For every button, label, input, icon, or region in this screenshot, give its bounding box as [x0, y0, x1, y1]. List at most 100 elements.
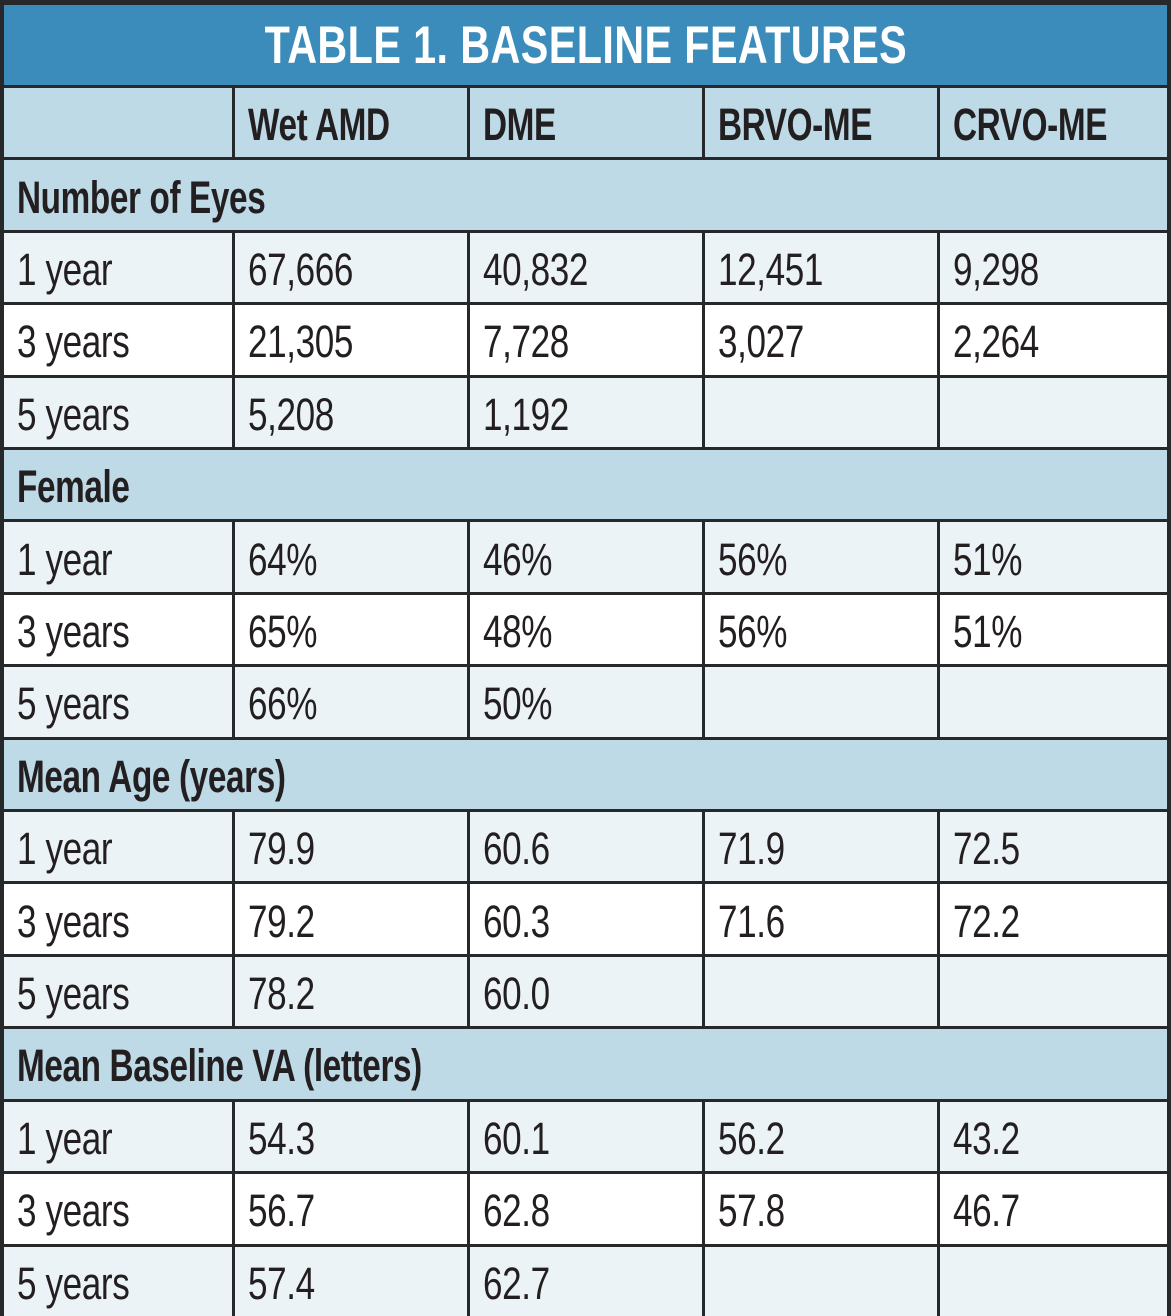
- row-label-cell: 3 years: [4, 305, 232, 375]
- table-cell: 56%: [705, 594, 937, 665]
- table-row: 1 year 79.9 60.6 71.9 72.5: [4, 812, 1167, 882]
- table-cell: [940, 377, 1167, 448]
- table-cell: 78.2: [235, 956, 467, 1027]
- row-label: 5 years: [17, 968, 130, 1020]
- table-cell: 43.2: [940, 1101, 1167, 1172]
- cell-value: 51%: [953, 533, 1023, 585]
- cell-value: 40,832: [483, 244, 589, 296]
- table-row: 1 year 67,666 40,832 12,451 9,298: [4, 232, 1167, 303]
- table-row: 3 years 79.2 60.3 71.6 72.2: [4, 884, 1167, 954]
- table-cell: 46%: [470, 522, 702, 592]
- cell-value: 12,451: [718, 244, 824, 296]
- table-row: 3 years 56.7 62.8 57.8 46.7: [4, 1174, 1167, 1244]
- table-cell: 60.3: [470, 884, 702, 954]
- column-header-label: CRVO-ME: [953, 99, 1108, 151]
- row-label-cell: 1 year: [4, 1101, 232, 1172]
- cell-value: 3,027: [718, 316, 804, 368]
- table-row: 5 years 57.4 62.7: [4, 1246, 1167, 1316]
- cell-value: 1,192: [483, 388, 569, 440]
- row-label: 3 years: [17, 316, 130, 368]
- table-cell: 60.1: [470, 1101, 702, 1172]
- cell-value: 43.2: [953, 1112, 1020, 1164]
- cell-value: 54.3: [248, 1112, 315, 1164]
- cell-value: 46.7: [953, 1185, 1020, 1237]
- table-row: 1 year 64% 46% 56% 51%: [4, 522, 1167, 592]
- column-header-brvo-me: BRVO-ME: [705, 88, 937, 158]
- table-cell: 2,264: [940, 305, 1167, 375]
- row-label-cell: 5 years: [4, 377, 232, 448]
- table-cell: 72.5: [940, 812, 1167, 882]
- table-cell: 51%: [940, 594, 1167, 665]
- section-header-row: Number of Eyes: [4, 160, 1167, 230]
- cell-value: 64%: [248, 533, 318, 585]
- cell-value: 51%: [953, 606, 1023, 658]
- cell-value: 56%: [718, 533, 788, 585]
- cell-value: 65%: [248, 606, 318, 658]
- section-header: Female: [4, 450, 1167, 520]
- table-cell: 62.7: [470, 1246, 702, 1316]
- table-cell: 1,192: [470, 377, 702, 448]
- section-header-label: Number of Eyes: [17, 171, 266, 223]
- section-header-label: Mean Age (years): [17, 750, 286, 802]
- table-cell: 56.7: [235, 1174, 467, 1244]
- section-header-label: Female: [17, 461, 130, 513]
- table-cell: 60.6: [470, 812, 702, 882]
- row-label: 1 year: [17, 533, 113, 585]
- cell-value: 79.9: [248, 823, 315, 875]
- cell-value: 60.6: [483, 823, 550, 875]
- cell-value: 66%: [248, 678, 318, 730]
- row-label-cell: 3 years: [4, 594, 232, 665]
- row-label: 5 years: [17, 1257, 130, 1309]
- table-cell: 57.4: [235, 1246, 467, 1316]
- table-title: TABLE 1. BASELINE FEATURES: [264, 15, 907, 75]
- column-header-label: Wet AMD: [248, 99, 390, 151]
- cell-value: 50%: [483, 678, 553, 730]
- table-cell: 3,027: [705, 305, 937, 375]
- table-cell: 72.2: [940, 884, 1167, 954]
- cell-value: 78.2: [248, 968, 315, 1020]
- table-cell: [705, 1246, 937, 1316]
- row-label-cell: 5 years: [4, 956, 232, 1027]
- row-label-cell: 3 years: [4, 1174, 232, 1244]
- table-cell: [940, 667, 1167, 737]
- cell-value: 7,728: [483, 316, 569, 368]
- table-cell: 67,666: [235, 232, 467, 303]
- table-cell: 54.3: [235, 1101, 467, 1172]
- column-header-row: Wet AMD DME BRVO-ME CRVO-ME: [4, 88, 1167, 158]
- cell-value: 67,666: [248, 244, 354, 296]
- table-cell: 66%: [235, 667, 467, 737]
- cell-value: 57.4: [248, 1257, 315, 1309]
- table-cell: 21,305: [235, 305, 467, 375]
- row-label-cell: 1 year: [4, 522, 232, 592]
- table-cell: 64%: [235, 522, 467, 592]
- row-label-cell: 3 years: [4, 884, 232, 954]
- table-cell: 12,451: [705, 232, 937, 303]
- cell-value: 60.0: [483, 968, 550, 1020]
- row-label: 1 year: [17, 823, 113, 875]
- section-header: Number of Eyes: [4, 160, 1167, 230]
- table-cell: 79.9: [235, 812, 467, 882]
- section-header-label: Mean Baseline VA (letters): [17, 1040, 422, 1092]
- cell-value: 9,298: [953, 244, 1039, 296]
- table-cell: 46.7: [940, 1174, 1167, 1244]
- column-header-dme: DME: [470, 88, 702, 158]
- cell-value: 60.3: [483, 895, 550, 947]
- cell-value: 48%: [483, 606, 553, 658]
- table-cell: 71.9: [705, 812, 937, 882]
- cell-value: 62.7: [483, 1257, 550, 1309]
- table-cell: 40,832: [470, 232, 702, 303]
- table-cell: 5,208: [235, 377, 467, 448]
- cell-value: 56.7: [248, 1185, 315, 1237]
- cell-value: 56.2: [718, 1112, 785, 1164]
- row-label: 1 year: [17, 244, 113, 296]
- cell-value: 56%: [718, 606, 788, 658]
- table-row: 5 years 66% 50%: [4, 667, 1167, 737]
- cell-value: 71.9: [718, 823, 785, 875]
- table-cell: 62.8: [470, 1174, 702, 1244]
- cell-value: 72.5: [953, 823, 1020, 875]
- row-label-cell: 1 year: [4, 232, 232, 303]
- row-label-cell: 5 years: [4, 667, 232, 737]
- row-label: 3 years: [17, 895, 130, 947]
- column-header-label: DME: [483, 99, 556, 151]
